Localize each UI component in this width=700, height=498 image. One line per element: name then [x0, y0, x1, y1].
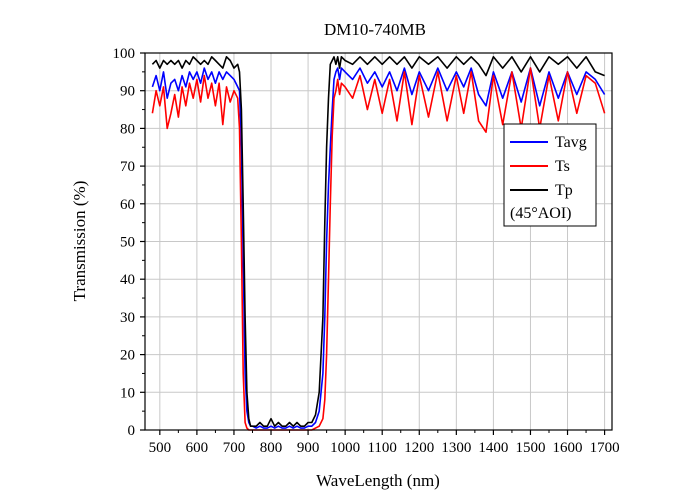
x-tick-label: 800 — [260, 440, 283, 456]
x-tick-label: 1200 — [404, 440, 434, 456]
y-tick-label: 10 — [120, 385, 135, 401]
y-axis-label: Transmission (%) — [70, 181, 89, 302]
y-tick-label: 50 — [120, 235, 135, 251]
legend-label-tp: Tp — [555, 182, 573, 199]
x-tick-label: 1000 — [330, 440, 360, 456]
x-tick-label: 1600 — [553, 440, 583, 456]
legend-note: (45°AOI) — [510, 205, 572, 222]
series-line-tavg — [151, 67, 606, 429]
y-tick-label: 40 — [120, 272, 135, 288]
x-tick-label: 600 — [186, 440, 209, 456]
y-tick-label: 90 — [120, 84, 135, 100]
y-tick-label: 100 — [113, 46, 136, 62]
y-tick-label: 60 — [120, 197, 135, 213]
x-tick-label: 1300 — [441, 440, 471, 456]
y-tick-label: 30 — [120, 310, 135, 326]
x-tick-label: 1400 — [478, 440, 508, 456]
x-tick-label: 1100 — [367, 440, 396, 456]
x-tick-label: 1500 — [515, 440, 545, 456]
legend-label-ts: Ts — [555, 158, 570, 175]
x-axis-label: WaveLength (nm) — [316, 471, 440, 490]
x-tick-label: 700 — [223, 440, 246, 456]
chart-title: DM10-740MB — [324, 20, 426, 39]
y-tick-label: 80 — [120, 121, 135, 137]
axis-ticks: 500 600 700 800 900 1000 1100 1200 1300 1400 1500 1… — [113, 46, 620, 456]
y-tick-label: 20 — [120, 348, 135, 364]
x-tick-label: 500 — [149, 440, 172, 456]
x-tick-label: 1700 — [590, 440, 620, 456]
y-tick-label: 0 — [128, 423, 136, 439]
series-line-tp — [151, 55, 605, 428]
x-tick-label: 900 — [297, 440, 320, 456]
legend: Tavg Ts Tp (45°AOI) — [503, 123, 597, 227]
y-tick-label: 70 — [120, 159, 135, 175]
legend-label-tavg: Tavg — [555, 134, 587, 151]
